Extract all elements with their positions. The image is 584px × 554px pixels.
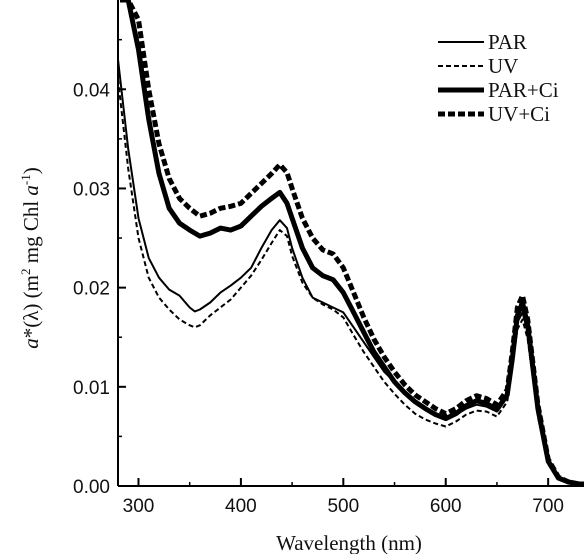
x-tick-label: 600 (430, 496, 462, 517)
y-axis-label: a*(λ) (m2 mg Chl a-1) (18, 167, 43, 349)
legend-label: UV (488, 54, 518, 78)
x-tick-label: 500 (327, 496, 359, 517)
y-tick-label: 0.04 (73, 80, 110, 101)
legend-label: PAR+Ci (488, 78, 559, 102)
legend-label: UV+Ci (488, 102, 550, 126)
y-tick-label: 0.02 (73, 279, 110, 300)
y-tick-label: 0.01 (73, 378, 110, 399)
series-line-uv-ci (122, 0, 584, 486)
x-tick-label: 700 (532, 496, 564, 517)
y-tick-label: 0.00 (73, 477, 110, 498)
x-tick-label: 300 (123, 496, 155, 517)
series-line-uv (118, 79, 584, 485)
x-tick-label: 400 (225, 496, 257, 517)
y-tick-label: 0.03 (73, 179, 110, 200)
axes-layer: 300 400 500 600 700 0.00 0.01 0.02 0.03 0.04 (73, 0, 584, 517)
x-axis-label: Wavelength (nm) (276, 531, 422, 554)
legend-label: PAR (488, 30, 527, 54)
series-layer (118, 0, 584, 486)
